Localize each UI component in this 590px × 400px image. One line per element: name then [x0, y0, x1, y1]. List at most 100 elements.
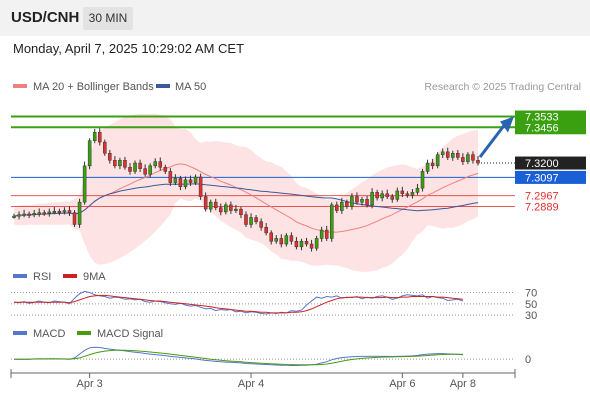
candle-body	[395, 190, 400, 200]
candle-body	[158, 161, 163, 168]
candle-body	[148, 165, 152, 175]
pivot-label-box	[515, 170, 586, 184]
macd-level-label: 0	[525, 354, 531, 366]
candle-body	[319, 229, 324, 239]
resistance-label-box	[515, 122, 586, 135]
rsi-ma-legend-label: 9MA	[83, 271, 106, 283]
candle-body	[370, 192, 374, 206]
candle-body	[355, 196, 359, 203]
candle-body	[345, 201, 349, 207]
macd-legend-label: MACD	[33, 328, 65, 340]
candle-body	[390, 196, 395, 200]
candle-body	[279, 238, 284, 245]
candle-body	[249, 217, 253, 225]
candle-body	[456, 153, 460, 158]
candle-body	[405, 193, 410, 196]
support-label: 7.2967	[525, 191, 559, 203]
candle-body	[360, 199, 364, 203]
candle-body	[299, 240, 304, 248]
candle-body	[244, 214, 248, 225]
candle-body	[415, 187, 420, 193]
candle-body	[466, 154, 470, 162]
candle-body	[380, 193, 384, 199]
forecast-arrow-line	[478, 124, 506, 158]
candle-body	[410, 192, 415, 196]
candle-body	[274, 238, 279, 242]
ma20-legend-label: MA 20 + Bollinger Bands	[33, 81, 154, 93]
candle-body	[118, 159, 122, 167]
candle-body	[183, 179, 188, 188]
candle-body	[324, 229, 329, 239]
candle-body	[440, 151, 445, 155]
candle-body	[163, 166, 168, 172]
candle-body	[365, 199, 369, 206]
candle-body	[451, 153, 455, 158]
candle-body	[52, 210, 57, 213]
candle-body	[22, 213, 26, 216]
current-label-box	[515, 156, 586, 170]
bollinger-band-fill	[14, 113, 478, 272]
candle-body	[32, 213, 36, 216]
candle-body	[203, 196, 208, 210]
macd-signal-legend-label: MACD Signal	[97, 328, 163, 340]
candle-body	[173, 178, 178, 183]
candle-body	[108, 153, 112, 161]
resistance-label-box	[515, 110, 586, 125]
candle-body	[128, 166, 132, 172]
candle-body	[294, 240, 299, 248]
candle-body	[103, 141, 107, 154]
candle-body	[72, 212, 77, 225]
candle-body	[208, 201, 213, 210]
symbol-label: USD/CNH	[11, 9, 80, 26]
macd-signal-legend-swatch	[77, 331, 91, 335]
candle-body	[198, 176, 203, 197]
candle-body	[153, 161, 157, 167]
candle-body	[254, 217, 258, 222]
candle-body	[219, 207, 223, 213]
candle-body	[82, 165, 87, 203]
x-axis-tick-label: Apr 8	[450, 378, 476, 390]
candle-body	[47, 211, 52, 214]
candle-body	[77, 201, 82, 225]
timestamp-label: Monday, April 7, 2025 10:29:02 AM CET	[13, 41, 245, 56]
rsi-level-label: 30	[525, 310, 537, 322]
candle-body	[309, 243, 314, 249]
candle-body	[143, 168, 147, 175]
candle-body	[264, 227, 268, 234]
candle-body	[92, 132, 97, 141]
candle-body	[400, 190, 405, 195]
resistance-label: 7.3456	[525, 122, 559, 134]
candle-body	[17, 214, 21, 217]
forecast-arrow-head	[500, 116, 514, 133]
candle-body	[123, 159, 127, 168]
header-bar: USD/CNH 30 MIN	[0, 0, 590, 36]
current-label: 7.3200	[525, 158, 559, 170]
candle-body	[435, 154, 440, 167]
x-axis-tick-label: Apr 4	[238, 378, 264, 390]
candle-body	[42, 212, 47, 215]
candle-body	[27, 213, 31, 216]
timeframe-button[interactable]: 30 MIN	[83, 7, 133, 30]
candle-body	[304, 240, 309, 245]
rsi-ma-line	[14, 294, 463, 314]
candle-body	[37, 212, 41, 215]
watermark-label: Research © 2025 Trading Central	[424, 81, 581, 93]
candle-body	[430, 162, 435, 167]
candle-body	[259, 221, 263, 228]
candle-body	[340, 201, 344, 211]
candle-body	[12, 215, 16, 218]
candle-body	[445, 151, 450, 158]
candle-body	[476, 159, 480, 164]
support-label: 7.2889	[525, 201, 559, 213]
candle-body	[229, 204, 233, 211]
ma50-line	[13, 183, 479, 217]
candle-body	[178, 178, 183, 188]
candle-body	[113, 159, 117, 167]
candle-body	[284, 235, 289, 245]
candle-body	[314, 238, 319, 249]
x-axis-tick-label: Apr 3	[77, 378, 103, 390]
candle-body	[420, 171, 425, 189]
candle-body	[239, 208, 243, 215]
candle-body	[425, 162, 430, 172]
rsi-level-label: 50	[525, 299, 537, 311]
